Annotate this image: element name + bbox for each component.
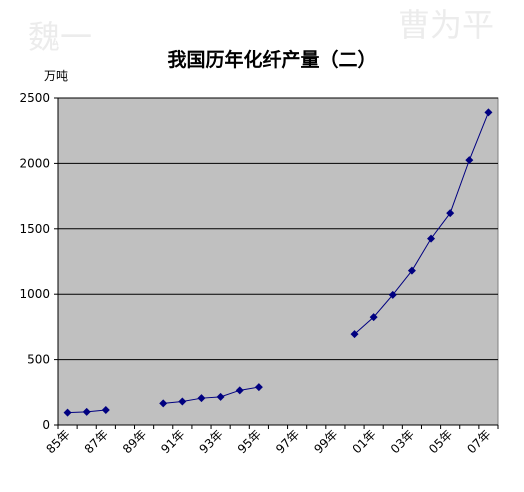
x-tick-label: 95年 bbox=[235, 427, 264, 456]
plot-area bbox=[57, 97, 499, 426]
x-tick-label: 89年 bbox=[120, 427, 149, 456]
marker bbox=[427, 234, 436, 243]
marker bbox=[369, 313, 378, 322]
marker bbox=[254, 383, 263, 392]
marker bbox=[159, 399, 168, 408]
marker bbox=[216, 392, 225, 401]
y-tick-label: 1000 bbox=[19, 287, 50, 301]
marker bbox=[350, 330, 359, 339]
x-tick-label: 91年 bbox=[158, 427, 187, 456]
y-tick-label: 2500 bbox=[19, 91, 50, 105]
x-tick-label: 03年 bbox=[388, 427, 417, 456]
y-tick-label: 2000 bbox=[19, 156, 50, 170]
x-tick-label: 97年 bbox=[273, 427, 302, 456]
marker bbox=[407, 266, 416, 275]
x-tick-label: 01年 bbox=[350, 427, 379, 456]
y-tick-label: 1500 bbox=[19, 222, 50, 236]
marker bbox=[82, 407, 91, 416]
marker bbox=[63, 408, 72, 417]
y-tick-label: 0 bbox=[42, 418, 50, 432]
marker bbox=[235, 386, 244, 395]
x-tick-label: 87年 bbox=[82, 427, 111, 456]
x-tick-label: 99年 bbox=[311, 427, 340, 456]
marker bbox=[484, 108, 493, 117]
marker bbox=[465, 156, 474, 165]
y-tick-label: 500 bbox=[27, 353, 50, 367]
x-tick-label: 05年 bbox=[426, 427, 455, 456]
watermark: 曹为平 bbox=[398, 6, 494, 44]
marker bbox=[197, 394, 206, 403]
marker bbox=[101, 405, 110, 414]
x-tick-label: 93年 bbox=[197, 427, 226, 456]
x-tick-label: 07年 bbox=[464, 427, 493, 456]
marker bbox=[388, 290, 397, 299]
y-axis-label: 万吨 bbox=[44, 69, 68, 83]
watermark: 魏一 bbox=[28, 18, 92, 56]
marker bbox=[178, 397, 187, 406]
chart-title: 我国历年化纤产量（二） bbox=[167, 48, 376, 71]
marker bbox=[446, 209, 455, 218]
